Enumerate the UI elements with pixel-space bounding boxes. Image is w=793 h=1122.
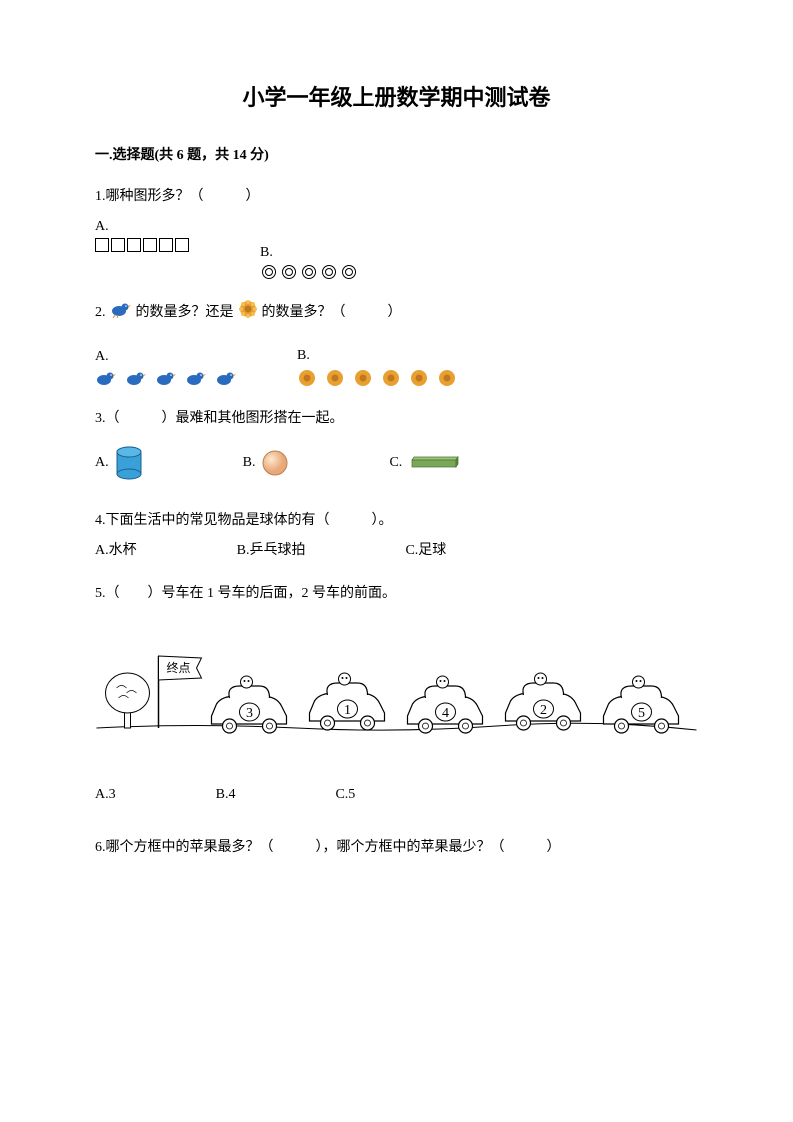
bird-icon	[215, 369, 237, 387]
q2-opt-b-label: B.	[297, 345, 310, 367]
cuboid-icon	[408, 456, 460, 470]
q4-option-a[interactable]: A.水杯	[95, 540, 137, 562]
q3-opt-a-label: A.	[95, 452, 109, 474]
q3-option-a[interactable]: A.	[95, 446, 143, 480]
q2-prefix: 2.	[95, 302, 106, 324]
q1-option-b-wrap[interactable]: B.	[260, 242, 358, 278]
svg-text:3: 3	[246, 706, 253, 721]
car-icon: 5	[604, 676, 679, 733]
q4-text: 4.下面生活中的常见物品是球体的有（ ）。	[95, 510, 698, 532]
q1-text: 1.哪种图形多？（ ）	[95, 186, 698, 208]
question-6: 6.哪个方框中的苹果最多？（ ），哪个方框中的苹果最少？（ ）	[95, 837, 698, 859]
cylinder-icon	[115, 446, 143, 480]
q2-flowers	[297, 368, 457, 388]
svg-text:2: 2	[540, 703, 547, 718]
square-icon	[143, 238, 157, 252]
square-icon	[159, 238, 173, 252]
q6-text: 6.哪个方框中的苹果最多？（ ），哪个方框中的苹果最少？（ ）	[95, 837, 698, 859]
square-icon	[175, 238, 189, 252]
q1-option-a[interactable]: A.	[95, 216, 189, 252]
flower-icon	[381, 368, 401, 388]
q2-text-line: 2. 的数量多？还是 的数量多？（ ）	[95, 299, 698, 327]
svg-text:1: 1	[344, 703, 351, 718]
section-header: 一.选择题(共 6 题，共 14 分)	[95, 145, 698, 167]
svg-text:4: 4	[442, 706, 449, 721]
q3-option-b[interactable]: B.	[243, 449, 290, 477]
square-icon	[111, 238, 125, 252]
q1-opt-a-label: A.	[95, 216, 109, 238]
q4-option-b[interactable]: B.乒乓球拍	[237, 540, 306, 562]
q5-text: 5.（ ）号车在 1 号车的后面，2 号车的前面。	[95, 583, 698, 605]
flower-icon	[437, 368, 457, 388]
q2-text2: 的数量多？（ ）	[262, 302, 402, 324]
q1-squares	[95, 238, 189, 252]
flower-icon	[325, 368, 345, 388]
square-icon	[127, 238, 141, 252]
q3-option-c[interactable]: C.	[389, 452, 460, 474]
q1-circles2	[260, 265, 358, 279]
bird-icon	[155, 369, 177, 387]
q2-text1: 的数量多？还是	[136, 302, 234, 324]
q5-race-scene: 终点 3 1 4	[95, 638, 698, 748]
q5-option-c[interactable]: C.5	[335, 784, 355, 806]
bird-icon	[185, 369, 207, 387]
circle-icon	[342, 265, 356, 279]
bird-icon	[95, 369, 117, 387]
circle-icon	[282, 265, 296, 279]
q5-option-b[interactable]: B.4	[216, 784, 236, 806]
q5-option-a[interactable]: A.3	[95, 784, 116, 806]
circle-icon	[302, 265, 316, 279]
svg-text:5: 5	[638, 706, 645, 721]
q3-text: 3.（ ）最难和其他图形搭在一起。	[95, 408, 698, 430]
question-1: 1.哪种图形多？（ ） A. B.	[95, 186, 698, 279]
circle-icon	[322, 265, 336, 279]
bird-icon	[110, 300, 132, 326]
flower-icon	[297, 368, 317, 388]
circle-icon	[262, 265, 276, 279]
q2-option-b[interactable]: B.	[297, 345, 457, 387]
q3-opt-b-label: B.	[243, 452, 256, 474]
finish-flag: 终点	[159, 656, 202, 728]
q2-option-a[interactable]: A.	[95, 346, 237, 386]
question-2: 2. 的数量多？还是 的数量多？（ ） A.	[95, 299, 698, 388]
flower-icon	[353, 368, 373, 388]
question-5: 5.（ ）号车在 1 号车的后面，2 号车的前面。 终点 3	[95, 583, 698, 807]
question-3: 3.（ ）最难和其他图形搭在一起。 A. B. C.	[95, 408, 698, 480]
car-icon: 3	[212, 676, 287, 733]
question-4: 4.下面生活中的常见物品是球体的有（ ）。 A.水杯 B.乒乓球拍 C.足球	[95, 510, 698, 563]
sphere-icon	[261, 449, 289, 477]
flower-icon	[409, 368, 429, 388]
square-icon	[95, 238, 109, 252]
tree-icon	[106, 673, 150, 728]
q1-opt-b-label2: B.	[260, 242, 273, 264]
car-icon: 4	[408, 676, 483, 733]
q2-birds	[95, 369, 237, 387]
flag-text: 终点	[167, 660, 191, 675]
car-icon: 2	[506, 673, 581, 730]
car-icon: 1	[310, 673, 385, 730]
q2-opt-a-label: A.	[95, 346, 109, 368]
q4-option-c[interactable]: C.足球	[405, 540, 446, 562]
page-title: 小学一年级上册数学期中测试卷	[95, 80, 698, 115]
flower-icon	[238, 299, 258, 327]
bird-icon	[125, 369, 147, 387]
q3-opt-c-label: C.	[389, 452, 402, 474]
